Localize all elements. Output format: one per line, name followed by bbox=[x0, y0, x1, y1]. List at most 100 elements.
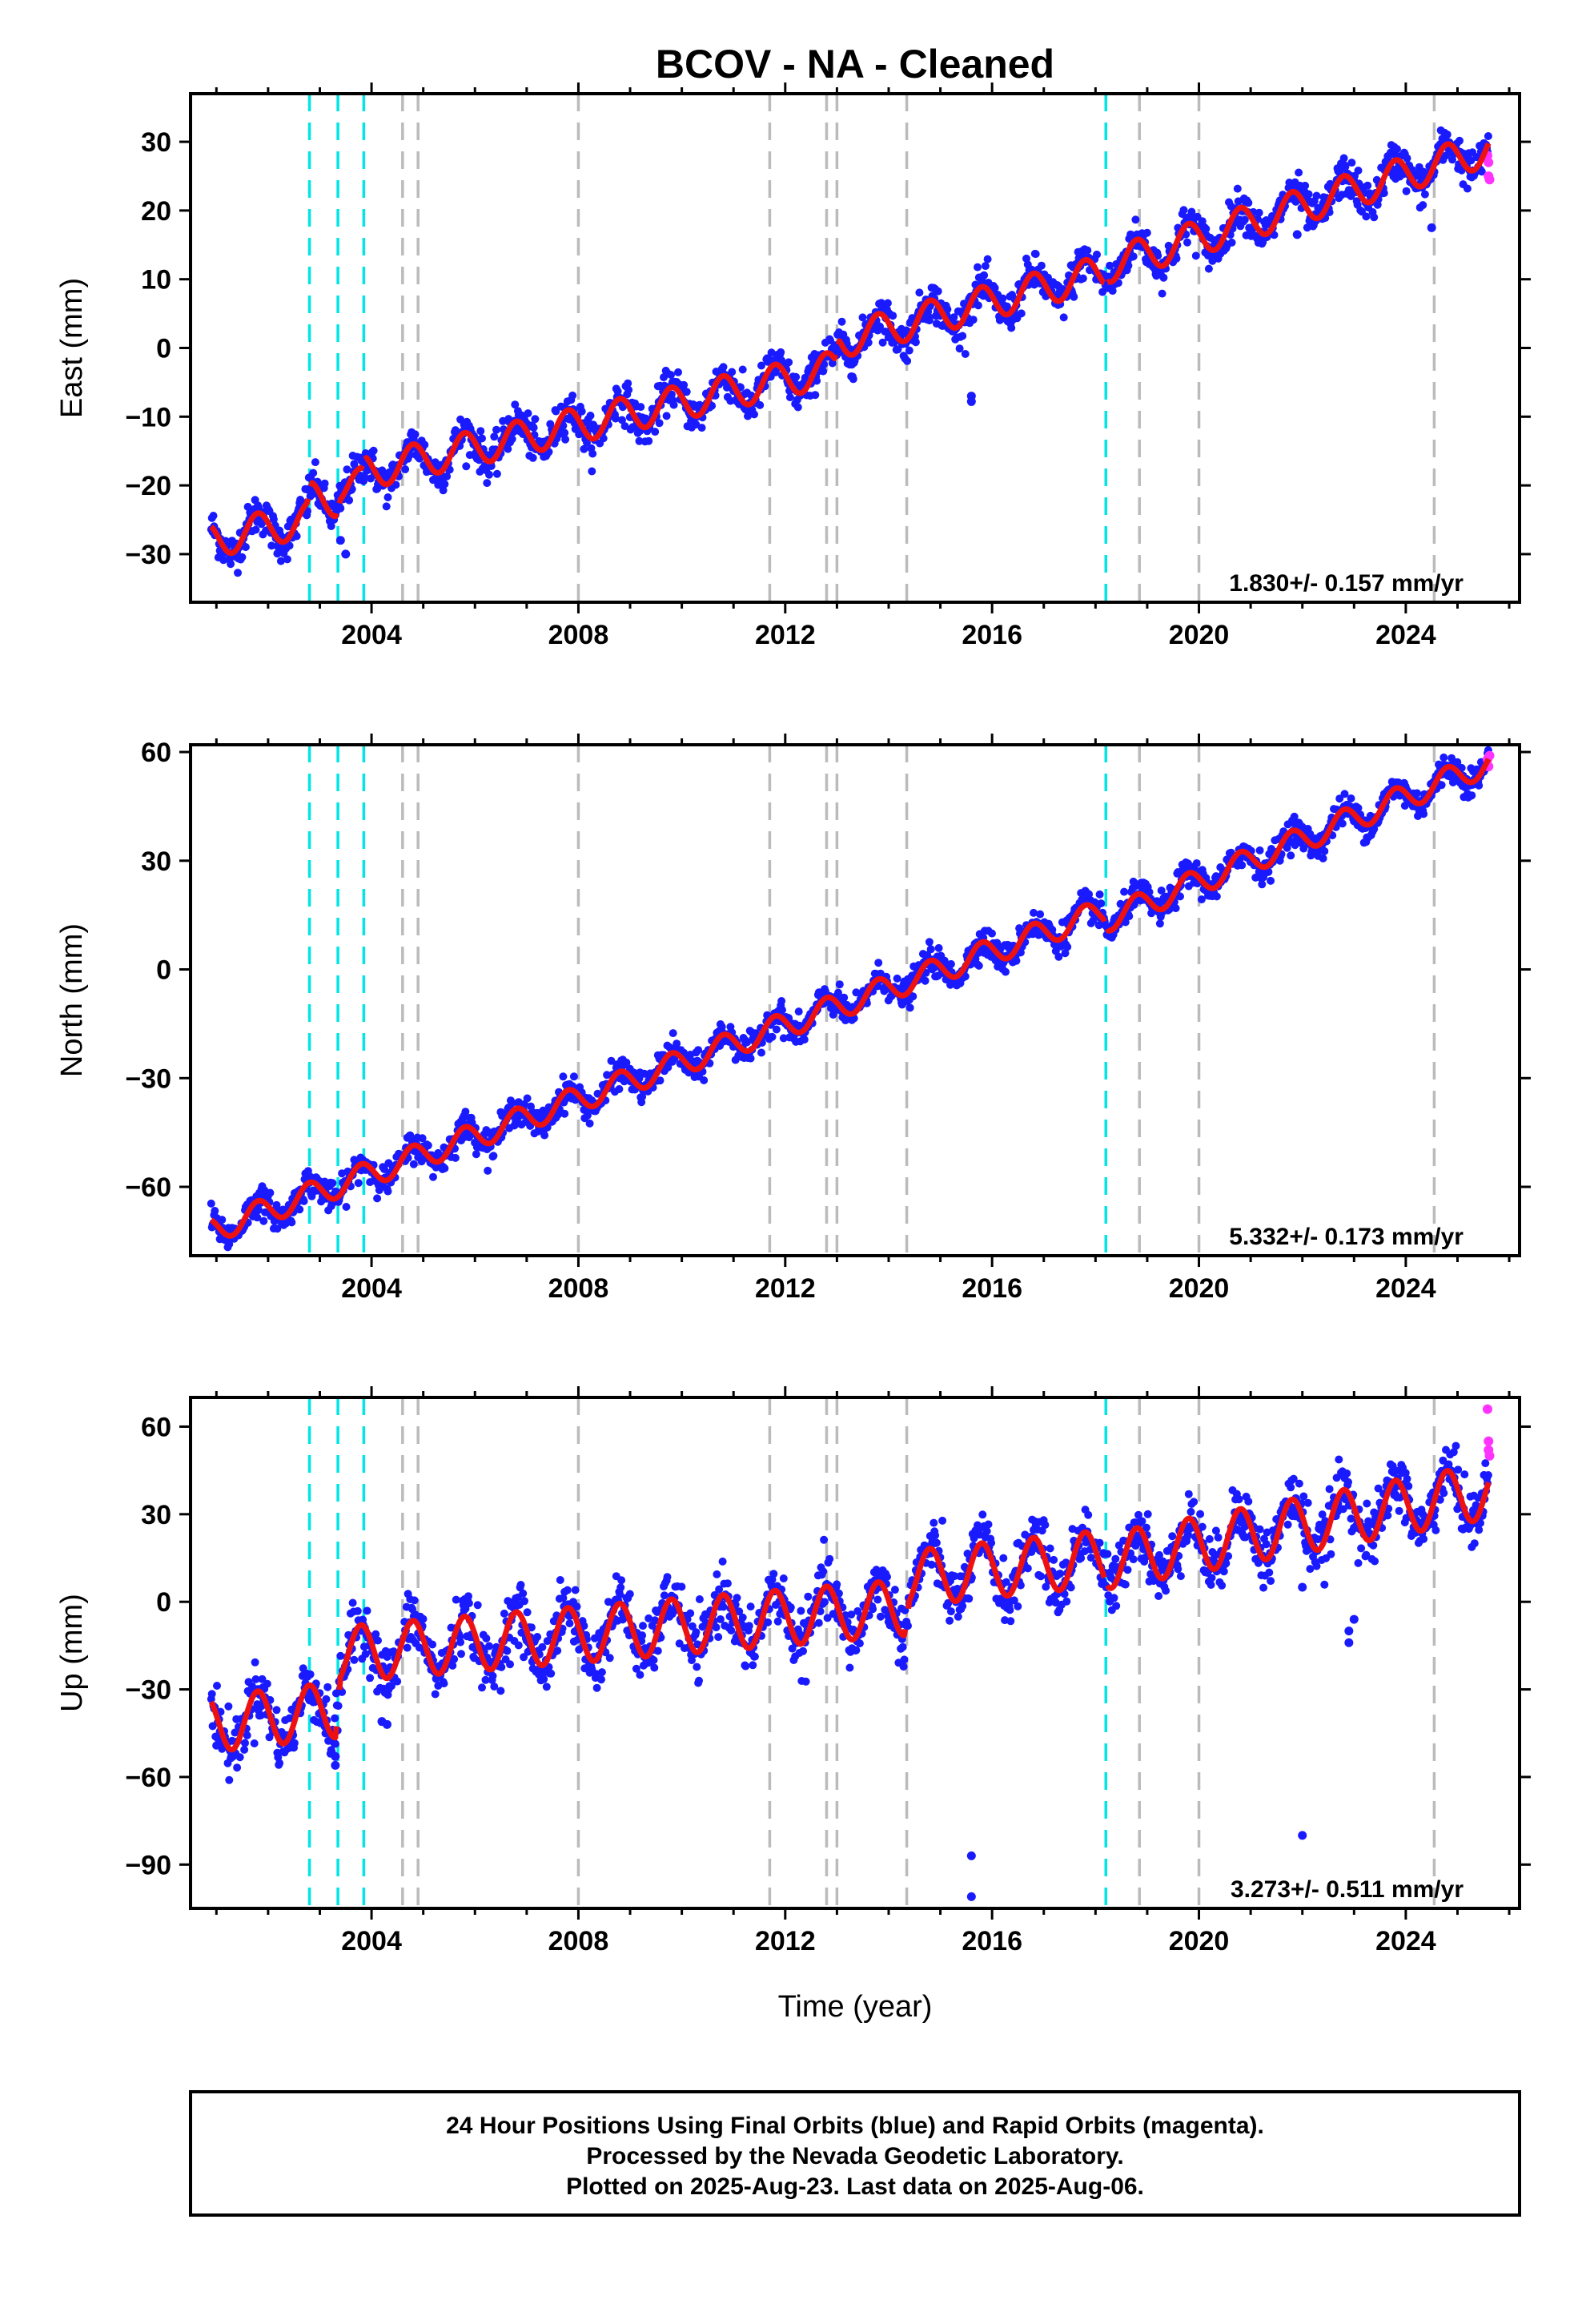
north-final-point bbox=[694, 1046, 703, 1055]
east-final-point bbox=[476, 427, 485, 436]
east-final-point bbox=[1244, 199, 1253, 207]
north-final-point bbox=[218, 1216, 227, 1224]
east-final-point bbox=[343, 465, 351, 474]
up-final-point bbox=[899, 1663, 908, 1671]
up-final-point bbox=[334, 1702, 343, 1711]
east-final-point bbox=[1443, 131, 1452, 139]
east-velocity-label: 1.830+/- 0.157 mm/yr bbox=[1229, 570, 1464, 597]
east-final-point bbox=[1187, 207, 1196, 216]
up-final-point bbox=[250, 1739, 259, 1747]
north-final-point bbox=[669, 1029, 677, 1038]
east-final-point bbox=[974, 263, 982, 271]
east-final-point bbox=[1341, 163, 1350, 171]
up-final-point bbox=[713, 1570, 721, 1578]
east-final-point bbox=[1083, 246, 1092, 255]
up-final-point bbox=[764, 1618, 773, 1626]
east-final-point bbox=[420, 440, 429, 449]
up-final-point bbox=[363, 1606, 371, 1615]
up-final-point bbox=[855, 1639, 864, 1648]
east-final-point bbox=[934, 287, 942, 296]
up-final-point bbox=[547, 1669, 556, 1678]
east-final-point bbox=[524, 409, 532, 418]
east-final-point bbox=[1227, 238, 1236, 247]
north-final-point bbox=[489, 1152, 498, 1160]
up-final-point bbox=[233, 1763, 242, 1772]
up-final-point bbox=[938, 1516, 947, 1525]
east-final-point bbox=[955, 344, 964, 353]
east-final-point bbox=[485, 470, 493, 479]
up-final-point bbox=[741, 1662, 750, 1671]
up-final-point bbox=[1041, 1521, 1050, 1530]
north-x-tick-label: 2016 bbox=[962, 1273, 1022, 1304]
up-final-point bbox=[533, 1633, 542, 1641]
up-final-point bbox=[1077, 1554, 1086, 1562]
up-final-point bbox=[946, 1607, 955, 1616]
east-final-point bbox=[401, 465, 410, 473]
up-final-point bbox=[999, 1554, 1008, 1562]
up-final-point bbox=[323, 1683, 332, 1691]
north-final-point bbox=[1120, 887, 1129, 896]
east-outlier-point bbox=[341, 549, 351, 559]
east-final-point bbox=[777, 348, 785, 356]
up-final-point bbox=[982, 1527, 991, 1535]
east-final-point bbox=[1159, 273, 1168, 282]
east-final-point bbox=[327, 522, 335, 530]
east-final-point bbox=[1131, 215, 1140, 224]
north-final-point bbox=[1255, 846, 1264, 854]
east-final-point bbox=[943, 305, 952, 314]
north-final-point bbox=[540, 1131, 549, 1140]
east-final-point bbox=[1126, 230, 1135, 239]
east-final-point bbox=[811, 391, 820, 400]
north-final-point bbox=[1338, 819, 1347, 828]
up-final-point bbox=[650, 1663, 659, 1672]
east-final-point bbox=[813, 376, 821, 385]
east-final-point bbox=[785, 358, 793, 367]
up-final-point bbox=[799, 1647, 807, 1655]
east-final-point bbox=[234, 569, 242, 577]
east-final-point bbox=[276, 557, 285, 565]
north-final-point bbox=[373, 1194, 382, 1203]
up-final-point bbox=[852, 1646, 861, 1655]
east-final-point bbox=[883, 299, 892, 308]
up-final-point bbox=[1037, 1572, 1045, 1581]
up-final-point bbox=[275, 1759, 284, 1767]
north-final-point bbox=[1287, 851, 1295, 860]
east-x-tick-label: 2024 bbox=[1375, 620, 1436, 650]
east-final-point bbox=[669, 400, 678, 409]
east-final-point bbox=[785, 393, 794, 402]
east-final-point bbox=[969, 316, 978, 324]
up-final-point bbox=[500, 1609, 508, 1618]
up-final-point bbox=[1014, 1602, 1022, 1610]
up-final-point bbox=[954, 1612, 962, 1621]
up-final-point bbox=[556, 1576, 564, 1584]
north-y-tick-label: 0 bbox=[156, 955, 171, 986]
north-final-point bbox=[835, 980, 844, 989]
north-final-point bbox=[1171, 904, 1180, 913]
up-final-point bbox=[503, 1647, 512, 1655]
north-final-point bbox=[974, 961, 983, 970]
east-final-point bbox=[267, 541, 276, 550]
north-velocity-label: 5.332+/- 0.173 mm/yr bbox=[1229, 1224, 1464, 1250]
east-final-point bbox=[1129, 252, 1138, 261]
up-final-point bbox=[235, 1753, 244, 1762]
north-final-point bbox=[934, 943, 943, 952]
up-final-point bbox=[207, 1690, 216, 1699]
east-final-point bbox=[292, 532, 301, 541]
east-y-tick-label: 10 bbox=[141, 265, 171, 296]
north-final-point bbox=[921, 976, 930, 985]
north-final-point bbox=[1439, 753, 1448, 762]
up-final-point bbox=[540, 1675, 548, 1683]
east-final-point bbox=[508, 435, 516, 444]
up-final-point bbox=[1006, 1606, 1014, 1614]
east-final-point bbox=[837, 317, 846, 326]
up-final-point bbox=[719, 1602, 728, 1611]
east-final-point bbox=[1191, 251, 1200, 260]
east-final-point bbox=[1240, 215, 1249, 224]
east-final-point bbox=[1354, 167, 1363, 175]
up-final-point bbox=[516, 1581, 525, 1589]
up-final-point bbox=[322, 1695, 331, 1703]
up-final-point bbox=[464, 1592, 472, 1601]
east-final-point bbox=[1204, 264, 1213, 273]
east-final-point bbox=[980, 271, 989, 279]
